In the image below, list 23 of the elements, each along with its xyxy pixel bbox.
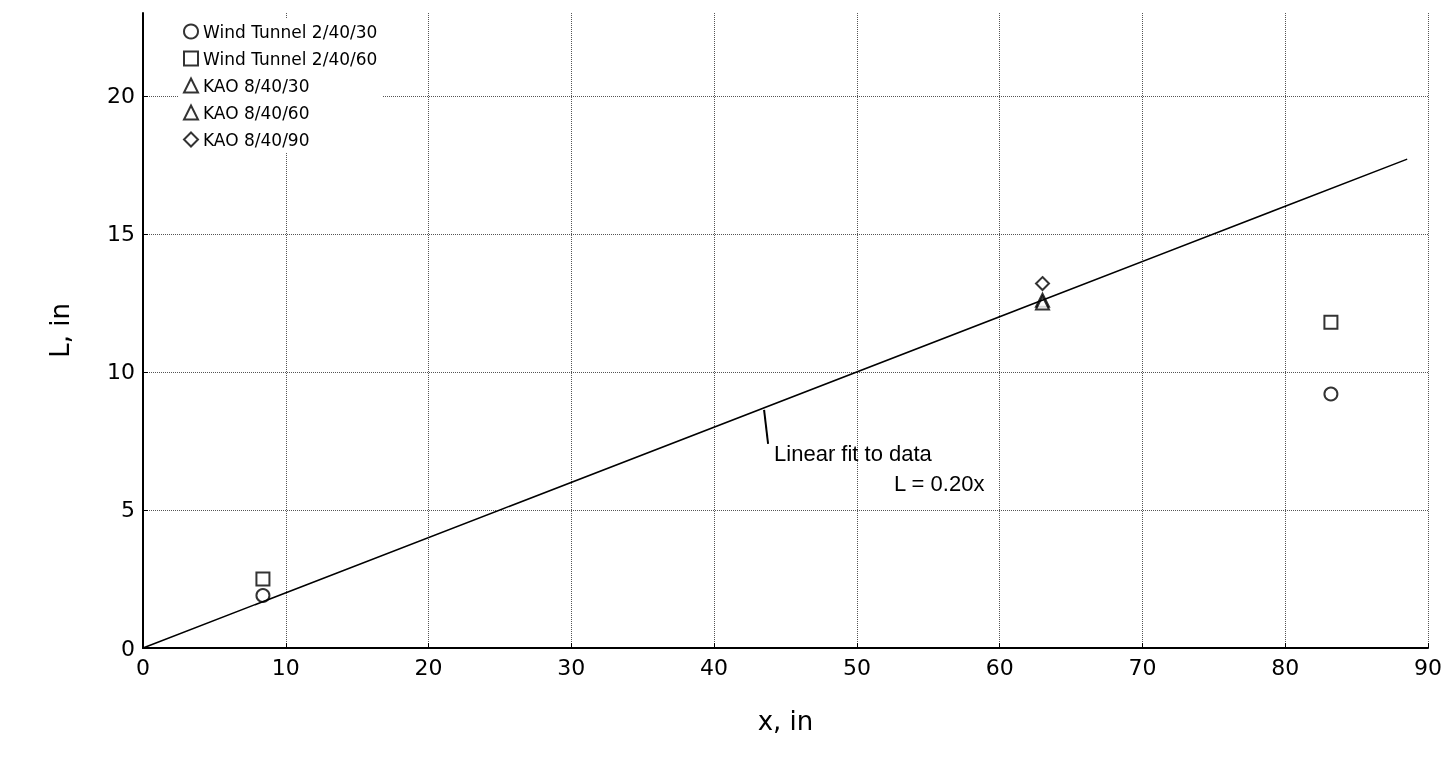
x-axis-title: x, in [757,706,814,736]
legend-label: KAO 8/40/30 [203,75,310,96]
x-tick-label: 10 [271,654,300,680]
x-tick-label: 70 [1128,654,1157,680]
y-tick-label: 5 [121,497,135,523]
y-tick-label: 10 [107,359,135,385]
annotation: Linear fit to data [774,441,933,467]
legend-label: Wind Tunnel 2/40/30 [203,21,378,42]
x-tick-label: 80 [1271,654,1300,680]
y-tick-label: 15 [107,221,135,247]
legend-label: KAO 8/40/90 [203,129,310,150]
x-tick-label: 50 [842,654,871,680]
legend-label: KAO 8/40/60 [203,102,310,123]
y-axis-title: L, in [45,303,75,358]
x-tick-label: 20 [414,654,443,680]
x-tick-label: 60 [985,654,1014,680]
x-tick-label: 40 [700,654,729,680]
y-tick-label: 0 [121,635,135,661]
y-tick-label: 20 [107,83,135,109]
annotation: L = 0.20x [894,471,985,497]
x-tick-label: 90 [1414,654,1442,680]
x-tick-label: 30 [557,654,586,680]
legend-label: Wind Tunnel 2/40/60 [203,48,378,69]
